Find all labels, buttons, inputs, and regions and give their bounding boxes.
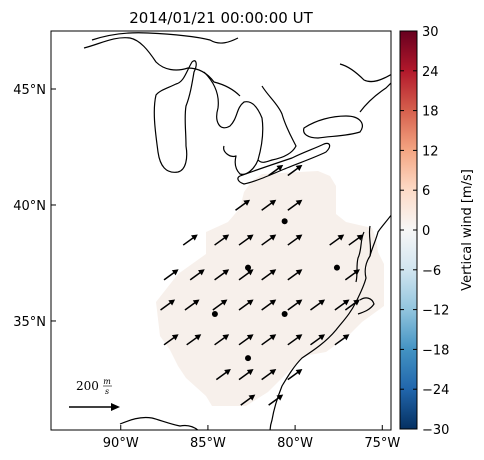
wind-vector (268, 394, 284, 406)
wind-vector (189, 269, 205, 281)
wind-vector (261, 299, 277, 311)
wind-vector (163, 334, 179, 346)
map-frame (50, 30, 392, 431)
wind-vector (215, 369, 231, 381)
wind-vector (261, 199, 277, 211)
wind-vector (238, 269, 254, 281)
wind-vector (329, 234, 345, 246)
lon-tick-label: 80°W (277, 436, 313, 451)
lake-superior-north (91, 32, 239, 44)
wind-vector (214, 334, 230, 346)
colorbar-tick-label: 24 (422, 65, 439, 80)
wind-vector (238, 334, 254, 346)
wind-vector (268, 164, 284, 177)
wind-vector (287, 164, 303, 177)
wind-vector (310, 299, 326, 311)
colorbar: −30 −24 −18 −12 −6 0 6 12 18 24 30 Vertical wind [… (399, 25, 475, 438)
colorbar-label: Vertical wind [m/s] (460, 169, 475, 291)
wind-vector (238, 369, 254, 381)
wind-vector (240, 394, 256, 406)
station-dot (245, 355, 252, 362)
pamlico-sound (357, 297, 375, 315)
map-axes: 90°W 85°W 80°W 75°W 45°N 40°N 35°N (13, 83, 400, 451)
wind-vector (287, 369, 303, 381)
colorbar-tick-label: 18 (422, 105, 439, 120)
map-panel: 200 m s (51, 31, 391, 430)
colorbar-tick-label: −6 (422, 264, 441, 279)
lat-tick-label: 45°N (13, 83, 46, 98)
wind-vector (261, 269, 277, 281)
wind-vector (310, 334, 326, 346)
wind-vector (344, 269, 360, 281)
northeast-shore (359, 82, 391, 113)
colorbar-tick-label: −24 (422, 383, 449, 398)
wind-vector (348, 234, 364, 246)
wind-vector (287, 299, 303, 311)
lat-tick-label: 35°N (13, 315, 46, 330)
reference-arrow-unit-den: s (105, 387, 109, 396)
wind-vector (261, 369, 277, 381)
reference-arrow-unit-num: m (103, 377, 111, 386)
station-dot (281, 311, 288, 318)
wind-vector (214, 234, 230, 246)
wind-vector (261, 334, 277, 346)
wind-field-area (156, 171, 384, 406)
reference-arrow: 200 m s (69, 377, 120, 411)
lat-tick-label: 40°N (13, 199, 46, 214)
lake-huron-east (257, 85, 297, 163)
lon-tick-label: 90°W (103, 436, 139, 451)
colorbar-tick-label: 6 (422, 184, 430, 199)
wind-vector (184, 299, 200, 311)
wind-vector (334, 334, 350, 346)
wind-vectors (160, 164, 364, 406)
wind-vector (261, 234, 277, 246)
wind-vector (235, 199, 251, 211)
coastlines (83, 32, 391, 430)
station-dot (333, 264, 340, 271)
colorbar-tick-label: 30 (422, 25, 439, 40)
reference-arrow-value: 200 (76, 379, 99, 393)
station-dot (211, 311, 218, 318)
wind-vector (182, 234, 198, 246)
gulf-coast (119, 416, 199, 430)
station-dot (245, 264, 252, 271)
wind-vector (344, 299, 360, 311)
lon-tick-label: 85°W (190, 436, 226, 451)
wind-vector (186, 334, 202, 346)
wind-vector (334, 299, 350, 311)
wind-vector (160, 299, 176, 311)
wind-vector (287, 199, 303, 211)
station-dot (281, 218, 288, 225)
lower-michigan-peninsula (203, 71, 264, 175)
wind-vector (163, 269, 179, 281)
atlantic-coast (269, 214, 391, 430)
wind-vector (238, 299, 254, 311)
wind-vector (287, 269, 303, 281)
wind-vector (212, 299, 228, 311)
wind-vector (287, 234, 303, 246)
wind-vector (287, 334, 303, 346)
colorbar-tick-label: 12 (422, 144, 439, 159)
colorbar-tick-label: 0 (422, 224, 430, 239)
colorbar-tick-label: −30 (422, 423, 449, 438)
lon-tick-label: 75°W (364, 436, 400, 451)
colorbar-tick-label: −12 (422, 304, 449, 319)
colorbar-ticks: −30 −24 −18 −12 −6 0 6 12 18 24 30 (400, 25, 449, 438)
colorbar-tick-label: −18 (422, 343, 449, 358)
wind-vector (214, 269, 230, 281)
wind-vector (238, 234, 254, 246)
lake-ontario (303, 115, 363, 139)
map-title: 2014/01/21 00:00:00 UT (129, 9, 313, 27)
lake-erie (237, 142, 331, 185)
stations (211, 218, 340, 362)
upper-peninsula (83, 37, 241, 97)
st-lawrence-shore (339, 63, 391, 83)
lake-michigan (153, 60, 197, 173)
